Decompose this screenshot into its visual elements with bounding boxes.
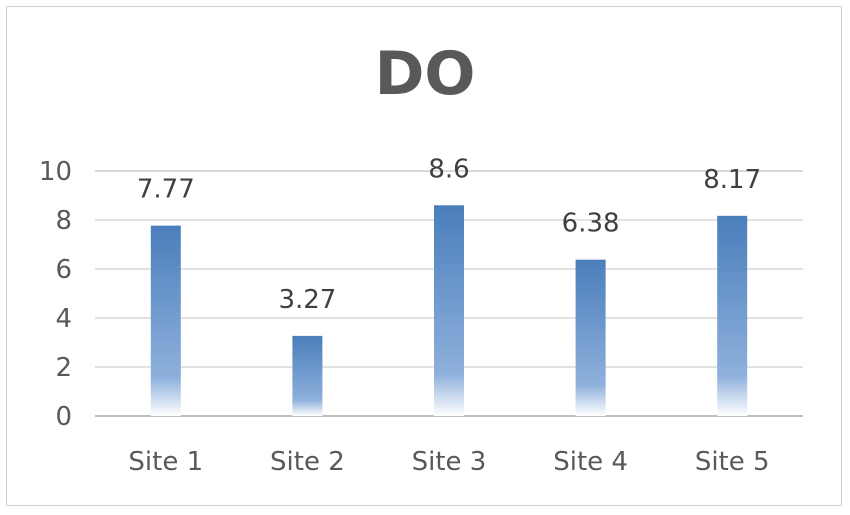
x-tick-label: Site 3	[412, 447, 487, 477]
x-tick-label: Site 5	[695, 447, 770, 477]
bar	[717, 215, 748, 416]
x-axis-ticks: Site 1 Site 2 Site 3 Site 4 Site 5	[128, 447, 769, 477]
y-tick-label: 2	[55, 353, 72, 383]
chart-title: DO	[374, 39, 476, 109]
bar	[575, 259, 606, 416]
x-tick-label: Site 1	[128, 447, 203, 477]
bar	[434, 205, 464, 416]
data-label: 8.6	[428, 154, 469, 184]
bars	[150, 205, 748, 416]
x-tick-label: Site 4	[553, 447, 628, 477]
chart-frame	[6, 6, 842, 506]
data-labels: 7.77 3.27 8.6 6.38 8.17	[137, 154, 761, 315]
y-tick-label: 10	[39, 157, 72, 187]
y-tick-label: 8	[55, 206, 72, 236]
data-label: 3.27	[278, 285, 336, 315]
data-label: 8.17	[703, 165, 761, 195]
y-tick-label: 4	[55, 304, 72, 334]
data-label: 7.77	[137, 175, 195, 205]
x-tick-label: Site 2	[270, 447, 345, 477]
bar	[150, 225, 181, 416]
y-axis-ticks: 0 2 4 6 8 10	[39, 157, 72, 432]
data-label: 6.38	[562, 209, 620, 239]
bar	[292, 335, 323, 416]
y-tick-label: 0	[55, 402, 72, 432]
y-tick-label: 6	[55, 255, 72, 285]
